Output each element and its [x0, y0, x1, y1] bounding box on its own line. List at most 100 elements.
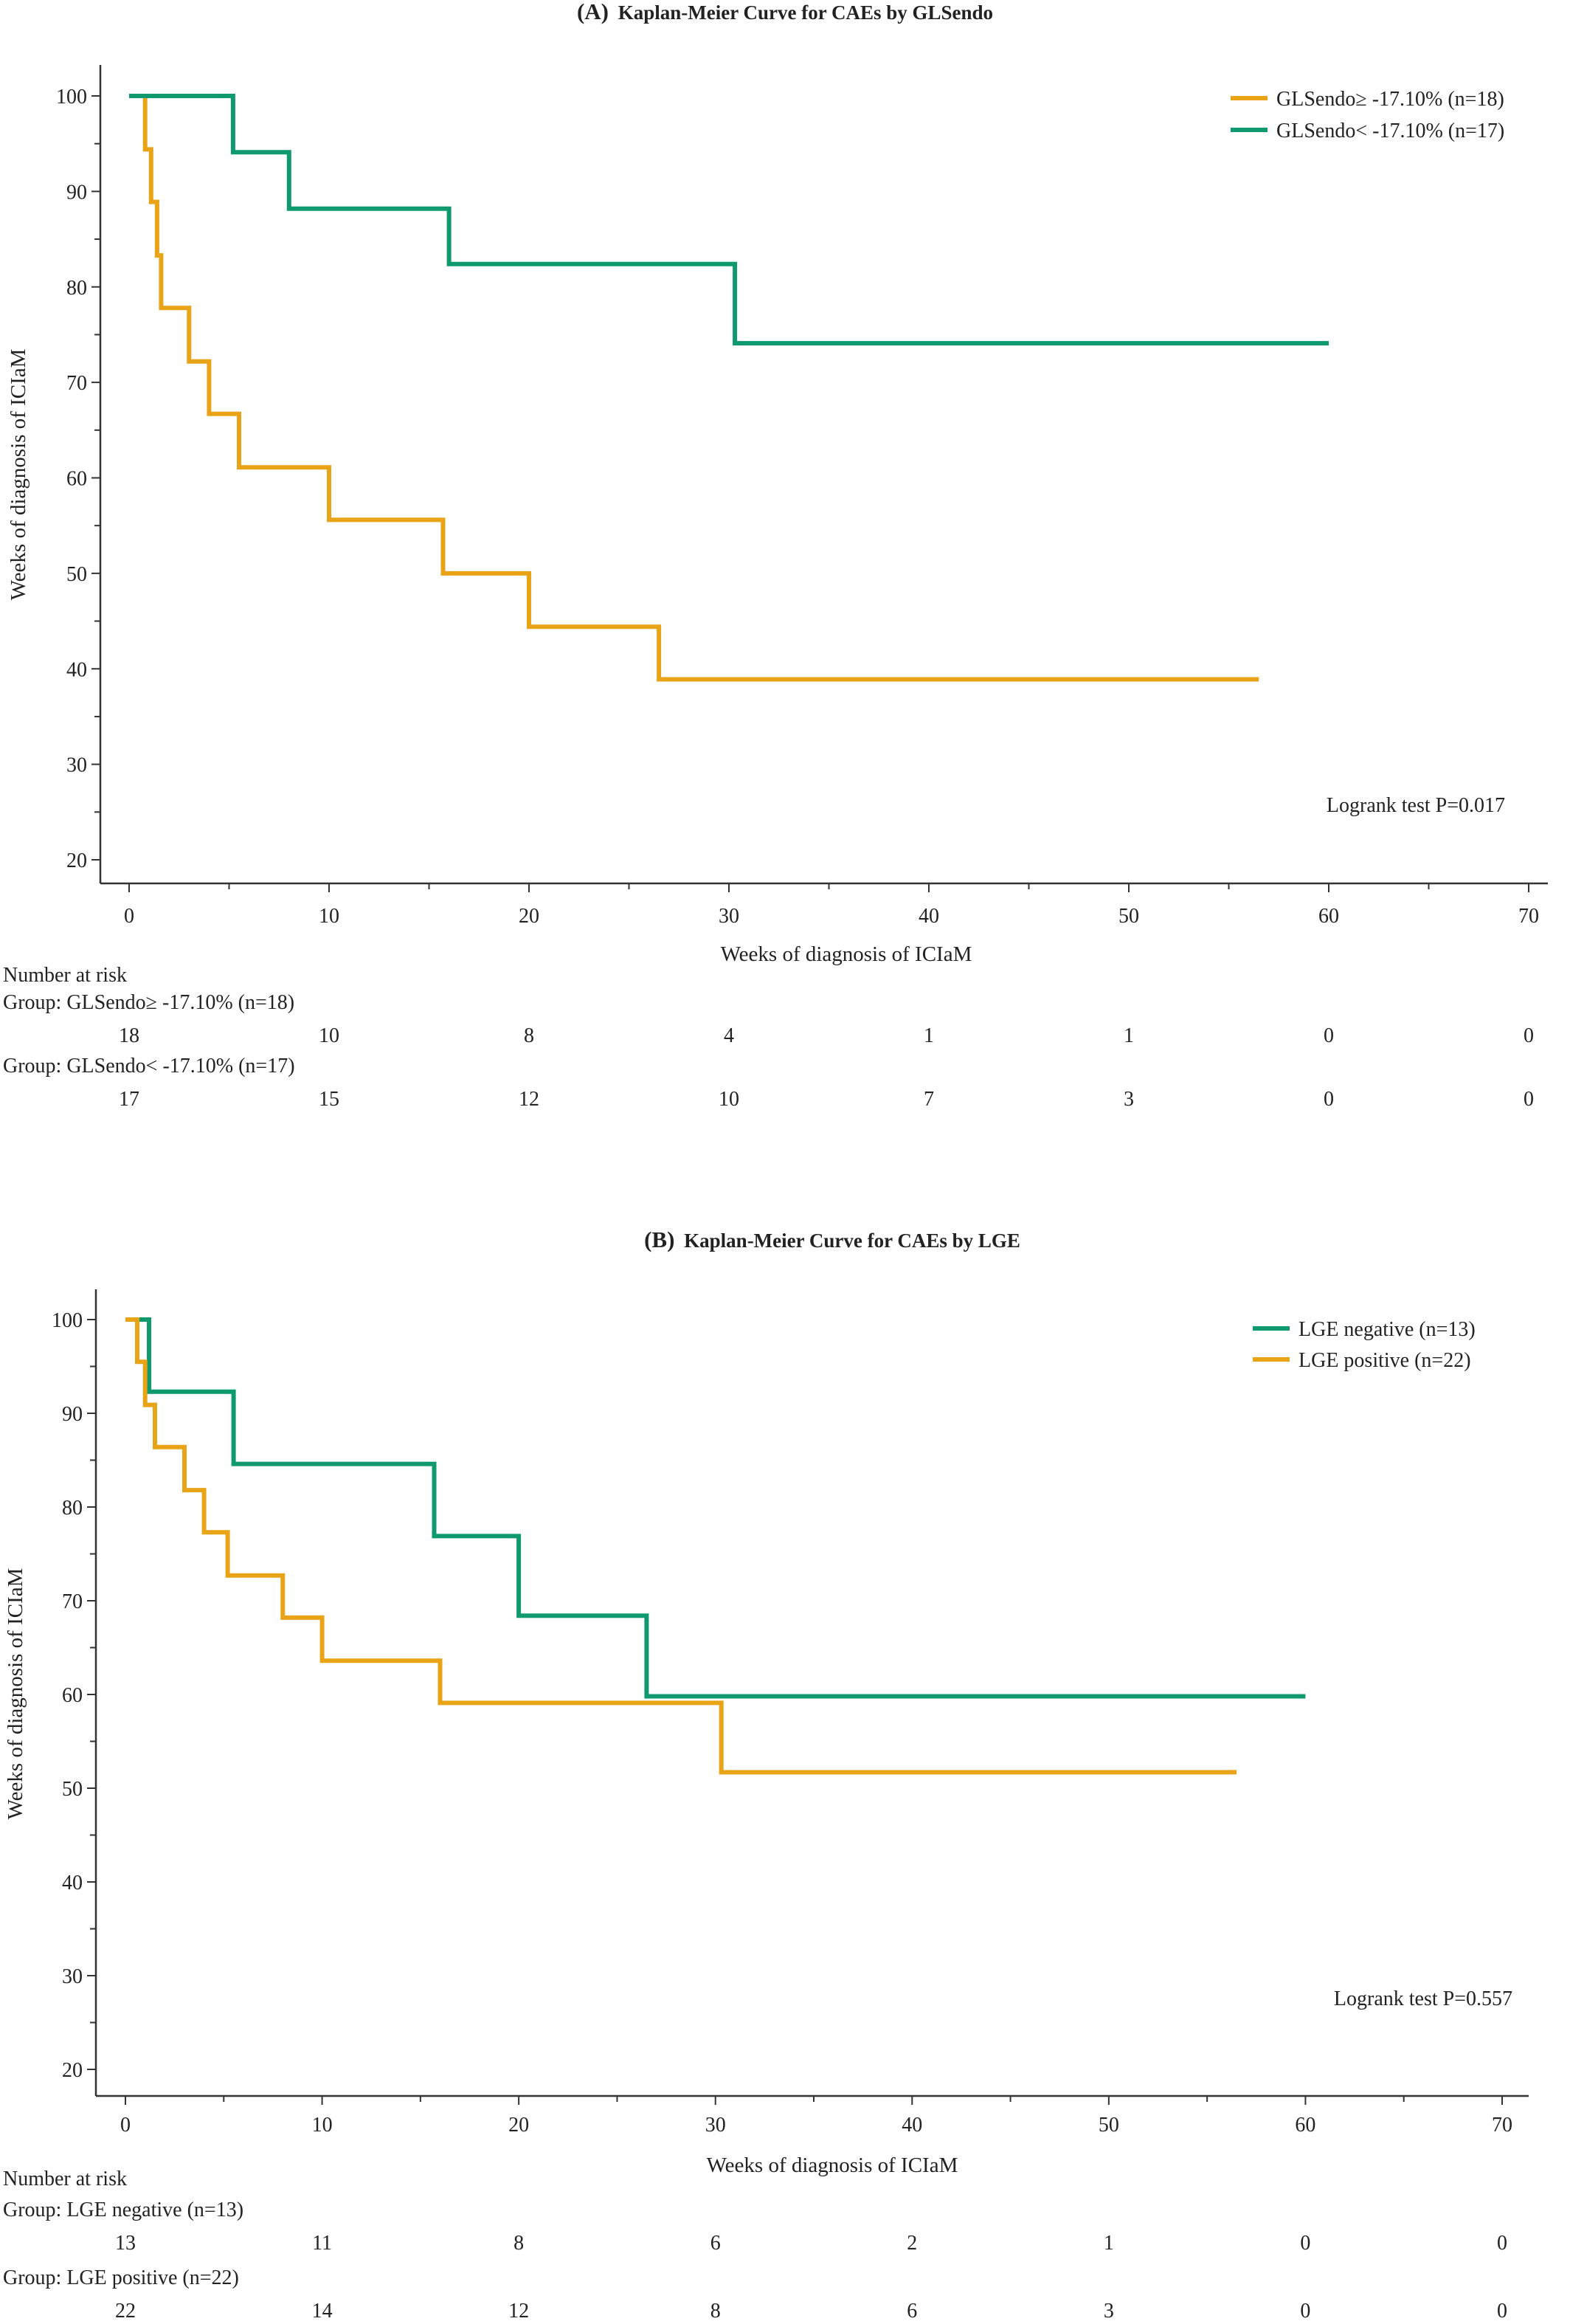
panel-a-risk-value: 17 [119, 1088, 139, 1111]
panel-a-risk-value: 18 [119, 1024, 139, 1047]
panel-b-risk-value: 6 [710, 2232, 721, 2255]
panel-b-x-tick-label: 50 [1099, 2114, 1119, 2137]
panel-b-risk-value: 1 [1104, 2232, 1114, 2255]
panel-b-y-tick-label: 60 [62, 1684, 83, 1707]
panel-a-y-tick-label: 80 [66, 277, 87, 300]
panel-b-x-axis-label: Weeks of diagnosis of ICIaM [707, 2154, 958, 2177]
panel-b-risk-value: 0 [1300, 2232, 1310, 2255]
panel-a-risk-group-label-1: Group: GLSendo< -17.10% (n=17) [3, 1055, 295, 1077]
panel-b-y-tick-label: 70 [62, 1590, 83, 1613]
panel-a-y-tick-label: 20 [66, 849, 87, 872]
panel-a-y-tick-label: 40 [66, 658, 87, 681]
panel-a: (A) Kaplan-Meier Curve for CAEs by GLSen… [3, 0, 1548, 1111]
panel-a-title-text: Kaplan-Meier Curve for CAEs by GLSendo [618, 1, 993, 24]
panel-b-x-tick-label: 20 [508, 2114, 529, 2137]
panel-b-risk-value: 14 [312, 2300, 333, 2323]
panel-b-risk-value: 2 [907, 2232, 917, 2255]
panel-a-x-axis-label: Weeks of diagnosis of ICIaM [721, 942, 972, 966]
panel-b-x-tick-label: 10 [312, 2114, 333, 2137]
panel-b-legend-label-0: LGE negative (n=13) [1298, 1318, 1476, 1341]
panel-a-risk-value: 10 [719, 1088, 739, 1111]
panel-a-x-tick-label: 20 [519, 905, 539, 928]
panel-a-y-tick-label: 70 [66, 372, 87, 395]
panel-a-legend-label-0: GLSendo≥ -17.10% (n=18) [1276, 88, 1504, 111]
panel-b-risk-value: 11 [312, 2232, 332, 2255]
panel-a-risk-group-label-0: Group: GLSendo≥ -17.10% (n=18) [3, 991, 294, 1014]
panel-a-risk-value: 4 [724, 1024, 734, 1047]
panel-b-logrank-annotation: Logrank test P=0.557 [1334, 1987, 1512, 2010]
panel-a-risk-values-0: 18 10 8 4 1 1 0 0 [119, 1024, 1534, 1047]
panel-a-risk-value: 15 [319, 1088, 339, 1111]
panel-b-risk-value: 12 [508, 2300, 529, 2323]
panel-b-plot-area: 20 30 40 50 60 70 80 90 100 0 10 20 30 40 50 60 70 [52, 1289, 1529, 2137]
panel-b-y-tick-label: 30 [62, 1965, 83, 1988]
panel-b-y-tick-label: 20 [62, 2059, 83, 2082]
panel-b-y-ticks: 20 30 40 50 60 70 80 90 100 [52, 1309, 96, 2082]
panel-b-title-prefix: (B) [644, 1227, 674, 1252]
panel-b-risk-group-label-0: Group: LGE negative (n=13) [3, 2199, 243, 2221]
panel-b-curve-1 [125, 1317, 1237, 1775]
panel-b-risk-value: 0 [1497, 2232, 1507, 2255]
panel-b-x-ticks: 0 10 20 30 40 50 60 70 [120, 2096, 1512, 2137]
panel-b-risk-group-label-1: Group: LGE positive (n=22) [3, 2266, 239, 2289]
panel-b-x-tick-label: 70 [1492, 2114, 1512, 2137]
panel-b-x-tick-label: 60 [1295, 2114, 1315, 2137]
panel-b-curve-0 [125, 1317, 1306, 1699]
panel-b-risk-values-0: 13 11 8 6 2 1 0 0 [115, 2232, 1507, 2255]
panel-b-y-axis-label: Weeks of diagnosis of ICIaM [4, 1568, 27, 1820]
panel-b-legend-label-1: LGE positive (n=22) [1298, 1349, 1471, 1372]
panel-b-risk-value: 13 [115, 2232, 136, 2255]
panel-a-risk-values-1: 17 15 12 10 7 3 0 0 [119, 1088, 1534, 1111]
panel-a-risk-value: 0 [1324, 1088, 1334, 1111]
panel-a-title: (A) Kaplan-Meier Curve for CAEs by GLSen… [577, 0, 993, 24]
panel-a-plot-area: 20 30 40 50 60 70 80 90 100 0 10 20 30 40 50 60 70 [56, 65, 1548, 928]
panel-a-risk-value: 12 [519, 1088, 539, 1111]
panel-a-y-tick-label: 100 [56, 86, 87, 108]
panel-a-risk-value: 7 [924, 1088, 934, 1111]
panel-a-risk-value: 3 [1124, 1088, 1134, 1111]
panel-a-title-prefix: (A) [577, 0, 609, 24]
panel-b-legend: LGE negative (n=13) LGE positive (n=22) [1253, 1318, 1476, 1372]
panel-a-x-tick-label: 40 [919, 905, 939, 928]
panel-b-title-text: Kaplan-Meier Curve for CAEs by LGE [684, 1230, 1020, 1252]
panel-a-risk-value: 1 [924, 1024, 934, 1047]
panel-b-risk-value: 8 [513, 2232, 524, 2255]
panel-b-x-tick-label: 40 [902, 2114, 922, 2137]
panel-b-y-tick-label: 90 [62, 1403, 83, 1426]
panel-b-x-tick-label: 0 [120, 2114, 131, 2137]
panel-b-risk-value: 6 [907, 2300, 917, 2323]
panel-a-x-tick-label: 30 [719, 905, 739, 928]
panel-b-risk-values-1: 22 14 12 8 6 3 0 0 [115, 2300, 1507, 2323]
panel-a-x-tick-label: 70 [1518, 905, 1539, 928]
panel-b-title: (B) Kaplan-Meier Curve for CAEs by LGE [644, 1227, 1020, 1252]
panel-a-y-tick-label: 50 [66, 563, 87, 586]
panel-a-risk-value: 1 [1124, 1024, 1134, 1047]
panel-a-y-axis-label: Weeks of diagnosis of ICIaM [7, 349, 30, 601]
panel-b: (B) Kaplan-Meier Curve for CAEs by LGE 2… [3, 1227, 1529, 2323]
panel-b-risk-value: 22 [115, 2300, 136, 2323]
panel-a-y-ticks: 20 30 40 50 60 70 80 90 100 [56, 86, 100, 872]
panel-b-risk-table: Number at risk Group: LGE negative (n=13… [3, 2168, 1507, 2323]
panel-a-risk-value: 10 [319, 1024, 339, 1047]
panel-b-risk-value: 3 [1104, 2300, 1114, 2323]
panel-a-x-tick-label: 60 [1318, 905, 1339, 928]
panel-b-y-tick-label: 40 [62, 1872, 83, 1894]
panel-b-y-tick-label: 50 [62, 1778, 83, 1801]
panel-a-legend-label-1: GLSendo< -17.10% (n=17) [1276, 120, 1504, 142]
panel-a-x-tick-label: 50 [1118, 905, 1139, 928]
panel-a-risk-value: 0 [1524, 1088, 1534, 1111]
panel-b-y-tick-label: 80 [62, 1497, 83, 1520]
panel-a-x-tick-label: 10 [319, 905, 339, 928]
panel-b-risk-value: 0 [1497, 2300, 1507, 2323]
panel-a-risk-value: 0 [1524, 1024, 1534, 1047]
panel-a-y-tick-label: 90 [66, 181, 87, 204]
panel-a-y-tick-label: 30 [66, 754, 87, 777]
panel-a-y-tick-label: 60 [66, 468, 87, 491]
panel-a-legend: GLSendo≥ -17.10% (n=18) GLSendo< -17.10%… [1231, 88, 1504, 142]
panel-a-curve-0 [129, 94, 1259, 682]
panel-b-curves [125, 1317, 1306, 1775]
panel-a-curve-1 [129, 94, 1329, 346]
panel-b-y-tick-label: 100 [52, 1309, 83, 1332]
panel-b-risk-header: Number at risk [3, 2168, 127, 2190]
